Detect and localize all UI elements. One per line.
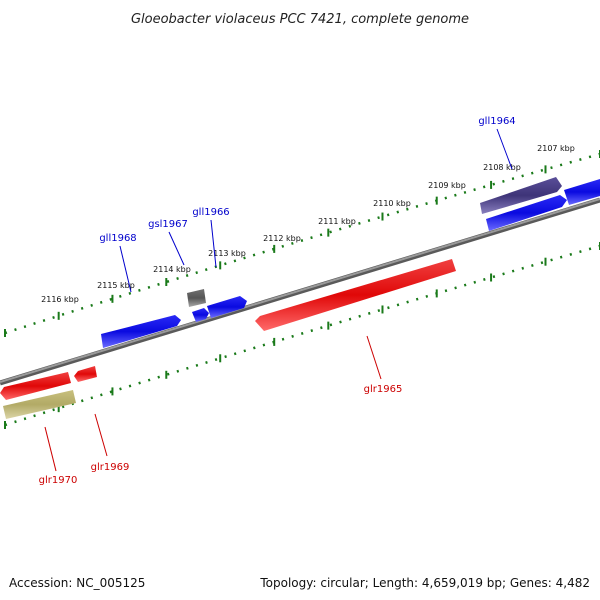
genome-backbone — [0, 197, 600, 386]
map-title: Gloeobacter violaceus PCC 7421, complete… — [131, 12, 469, 27]
gene-gll1964[interactable] — [480, 177, 562, 214]
gene-gll1963-partial[interactable] — [486, 179, 600, 231]
gene-gll1966[interactable] — [192, 296, 247, 322]
tick-label: 2107 kbp — [537, 144, 575, 153]
tick-label: 2109 kbp — [428, 181, 466, 190]
leader-lines — [44, 128, 513, 472]
inner-tick-track — [4, 244, 600, 427]
tick-label: 2108 kbp — [483, 163, 521, 172]
gene-label-glr1965[interactable]: glr1965 — [364, 384, 403, 395]
gene-label-gll1966[interactable]: gll1966 — [192, 207, 229, 218]
gene-glr1970-red[interactable] — [0, 372, 71, 400]
tick-label: 2111 kbp — [318, 217, 356, 226]
tick-label: 2113 kbp — [208, 249, 246, 258]
gene-gll1968[interactable] — [101, 315, 181, 348]
tick-label: 2114 kbp — [153, 265, 191, 274]
genome-backbone-highlight — [0, 198, 600, 383]
gene-label-gsl1967[interactable]: gsl1967 — [148, 219, 188, 230]
gene-label-glr1969[interactable]: glr1969 — [91, 462, 130, 473]
gene-label-gll1964[interactable]: gll1964 — [478, 116, 515, 127]
outer-tick-track — [4, 152, 600, 335]
gene-glr1970[interactable] — [3, 390, 76, 419]
tick-label: 2115 kbp — [97, 281, 135, 290]
tick-label: 2112 kbp — [263, 234, 301, 243]
gene-labels: gll1964 glr1965 gll1966 gsl1967 gll1968 … — [39, 116, 516, 486]
tick-labels: 2116 kbp 2115 kbp 2114 kbp 2113 kbp 2112… — [41, 144, 575, 304]
gene-gsl1967[interactable] — [187, 289, 206, 307]
tick-label: 2116 kbp — [41, 295, 79, 304]
tick-label: 2110 kbp — [373, 199, 411, 208]
gene-glr1965[interactable] — [255, 259, 456, 331]
accession-label: Accession: NC_005125 — [9, 576, 145, 590]
genome-summary: Topology: circular; Length: 4,659,019 bp… — [259, 576, 590, 590]
gene-label-glr1970[interactable]: glr1970 — [39, 475, 78, 486]
gene-label-gll1968[interactable]: gll1968 — [99, 233, 136, 244]
gene-glr1969[interactable] — [74, 366, 97, 382]
